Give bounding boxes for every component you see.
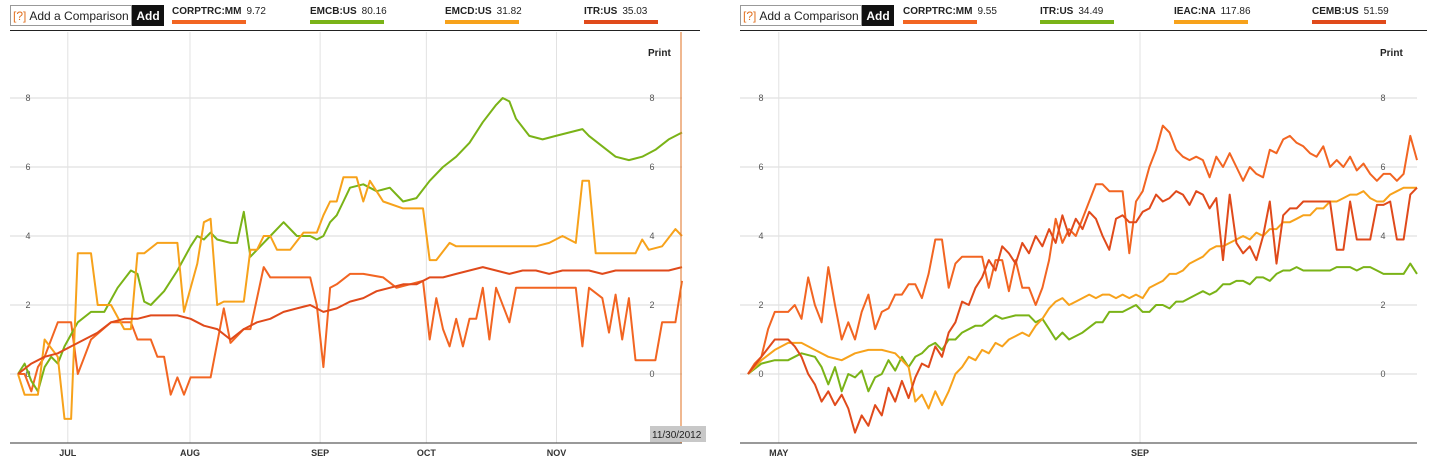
legend-symbol: EMCB:US — [310, 6, 357, 17]
help-icon[interactable]: [?] — [743, 8, 757, 23]
legend-symbol: CORPTRC:MM — [903, 6, 973, 17]
legend-value: 31.82 — [496, 6, 522, 17]
comparison-toolbar: [?] Add a Comparison Add CORPTRC:MM 9.72 … — [0, 0, 710, 30]
y-tick-label-left: 2 — [758, 300, 763, 310]
legend-swatch-2 — [310, 20, 384, 24]
y-tick-label-left: 0 — [758, 369, 763, 379]
legend-value: 51.59 — [1363, 6, 1389, 17]
legend-item-1[interactable]: CORPTRC:MM 9.72 — [172, 6, 266, 17]
legend-value: 80.16 — [361, 6, 387, 17]
help-icon[interactable]: [?] — [13, 8, 27, 23]
y-tick-label-left: 4 — [758, 231, 763, 241]
legend-symbol: IEAC:NA — [1174, 6, 1216, 17]
y-tick-label-left: 4 — [25, 231, 30, 241]
y-tick-label-right: 0 — [649, 369, 654, 379]
y-tick-label-right: 4 — [1380, 231, 1385, 241]
legend-value: 35.03 — [622, 6, 648, 17]
y-tick-label-right: 0 — [1380, 369, 1385, 379]
legend-symbol: ITR:US — [584, 6, 618, 17]
legend-value: 117.86 — [1220, 6, 1251, 17]
legend-value: 34.49 — [1078, 6, 1104, 17]
legend-swatch-4 — [584, 20, 658, 24]
x-tick-label: MAY — [769, 448, 788, 458]
x-tick-label: AUG — [180, 448, 200, 458]
add-comparison-input[interactable]: [?] Add a Comparison — [10, 5, 132, 26]
series-line-ITR:US — [17, 266, 683, 375]
add-comparison-placeholder: Add a Comparison — [29, 8, 129, 23]
x-tick-label: OCT — [417, 448, 437, 458]
legend-symbol: EMCD:US — [445, 6, 492, 17]
x-tick-label: SEP — [311, 448, 329, 458]
x-tick-label: SEP — [1131, 448, 1149, 458]
series-line-CORPTRC:MM — [747, 124, 1418, 375]
y-tick-label-right: 6 — [1380, 162, 1385, 172]
comparison-toolbar: [?] Add a Comparison Add CORPTRC:MM 9.55 … — [730, 0, 1437, 30]
series-line-CORPTRC:MM — [18, 266, 683, 396]
x-tick-label: NOV — [547, 448, 567, 458]
series-line-IEAC:NA — [747, 186, 1417, 410]
series-line-ITR:US — [747, 262, 1418, 393]
series-line-EMCD:US — [17, 176, 683, 420]
legend-swatch-3 — [445, 20, 519, 24]
add-button[interactable]: Add — [862, 5, 894, 26]
add-comparison-input[interactable]: [?] Add a Comparison — [740, 5, 862, 26]
y-tick-label-left: 6 — [758, 162, 763, 172]
chart-panel-left: [?] Add a Comparison Add CORPTRC:MM 9.72 … — [0, 0, 710, 464]
y-tick-label-right: 4 — [649, 231, 654, 241]
legend-swatch-4 — [1312, 20, 1386, 24]
legend-swatch-3 — [1174, 20, 1248, 24]
legend-value: 9.72 — [246, 6, 266, 17]
y-tick-label-left: 2 — [25, 300, 30, 310]
x-tick-label: JUL — [59, 448, 77, 458]
legend-item-2[interactable]: ITR:US 34.49 — [1040, 6, 1103, 17]
y-tick-label-left: 6 — [25, 162, 30, 172]
date-readout: 11/30/2012 — [652, 430, 702, 441]
legend-swatch-2 — [1040, 20, 1114, 24]
legend-item-1[interactable]: CORPTRC:MM 9.55 — [903, 6, 997, 17]
add-button[interactable]: Add — [132, 5, 164, 26]
y-tick-label-left: 8 — [758, 93, 763, 103]
legend-item-3[interactable]: IEAC:NA 117.86 — [1174, 6, 1251, 17]
y-tick-label-right: 8 — [649, 93, 654, 103]
date-readout-box — [650, 426, 706, 442]
print-link[interactable]: Print — [1380, 48, 1403, 59]
y-tick-label-right: 2 — [649, 300, 654, 310]
legend-symbol: CORPTRC:MM — [172, 6, 242, 17]
chart-top-border — [10, 30, 700, 31]
y-tick-label-right: 2 — [1380, 300, 1385, 310]
legend-item-4[interactable]: ITR:US 35.03 — [584, 6, 647, 17]
series-line-CEMB:US — [747, 187, 1418, 434]
legend-symbol: CEMB:US — [1312, 6, 1359, 17]
legend-item-3[interactable]: EMCD:US 31.82 — [445, 6, 522, 17]
legend-symbol: ITR:US — [1040, 6, 1074, 17]
legend-item-2[interactable]: EMCB:US 80.16 — [310, 6, 387, 17]
chart-panel-right: [?] Add a Comparison Add CORPTRC:MM 9.55 … — [730, 0, 1437, 464]
legend-swatch-1 — [172, 20, 246, 24]
legend-item-4[interactable]: CEMB:US 51.59 — [1312, 6, 1389, 17]
legend-swatch-1 — [903, 20, 977, 24]
add-comparison-placeholder: Add a Comparison — [759, 8, 859, 23]
y-tick-label-right: 8 — [1380, 93, 1385, 103]
legend-value: 9.55 — [977, 6, 997, 17]
series-line-EMCB:US — [17, 97, 683, 393]
print-link[interactable]: Print — [648, 48, 671, 59]
chart-top-border — [740, 30, 1427, 31]
y-tick-label-right: 6 — [649, 162, 654, 172]
line-chart-right: 0 0 2 2 4 4 6 6 8 8 MAY SEP Print — [740, 32, 1418, 458]
y-tick-label-left: 8 — [25, 93, 30, 103]
